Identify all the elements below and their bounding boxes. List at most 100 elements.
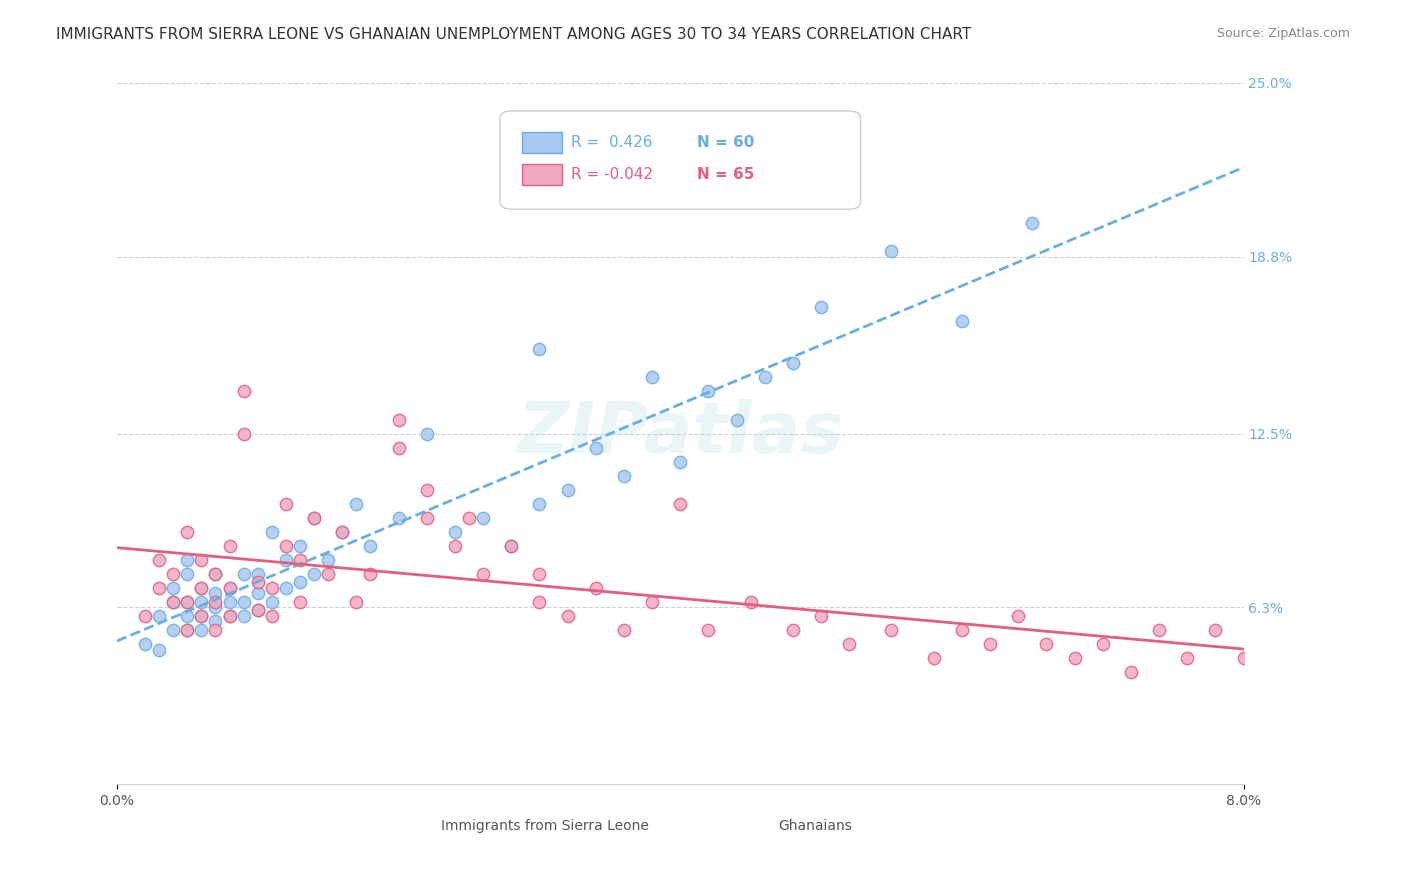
Point [472, 510, 495, 524]
Point [880, 244, 903, 259]
Point [204, 600, 226, 615]
Point [274, 553, 297, 567]
Point [232, 384, 254, 399]
Point [359, 539, 381, 553]
Point [838, 637, 860, 651]
Point [218, 608, 240, 623]
Point [330, 524, 353, 539]
Point [585, 441, 607, 455]
Point [529, 595, 551, 609]
Point [669, 497, 692, 511]
Point [302, 510, 325, 524]
Point [162, 581, 184, 595]
Point [1232, 651, 1254, 665]
Text: R = -0.042: R = -0.042 [571, 167, 652, 182]
Point [387, 441, 409, 455]
Text: Source: ZipAtlas.com: Source: ZipAtlas.com [1216, 27, 1350, 40]
Point [288, 539, 311, 553]
Point [218, 581, 240, 595]
Point [274, 497, 297, 511]
Point [1063, 651, 1085, 665]
Point [415, 510, 437, 524]
Point [148, 608, 170, 623]
Point [810, 301, 832, 315]
Point [288, 575, 311, 590]
Point [1119, 665, 1142, 679]
Point [176, 623, 198, 637]
FancyBboxPatch shape [523, 163, 562, 185]
Point [260, 581, 283, 595]
Point [725, 412, 748, 426]
Point [148, 553, 170, 567]
Point [782, 623, 804, 637]
Point [444, 524, 467, 539]
Point [176, 553, 198, 567]
Point [302, 566, 325, 581]
Point [176, 595, 198, 609]
Point [613, 623, 636, 637]
Point [218, 608, 240, 623]
Point [387, 510, 409, 524]
Point [472, 566, 495, 581]
Point [218, 595, 240, 609]
Point [697, 384, 720, 399]
Point [641, 370, 664, 384]
Point [697, 623, 720, 637]
Point [444, 539, 467, 553]
Point [529, 566, 551, 581]
Point [246, 575, 269, 590]
Point [1091, 637, 1114, 651]
Point [134, 608, 156, 623]
Point [1035, 637, 1057, 651]
Point [288, 595, 311, 609]
Point [344, 595, 367, 609]
Text: ZIPatlas: ZIPatlas [516, 399, 844, 468]
Point [740, 595, 762, 609]
Point [260, 524, 283, 539]
Point [246, 603, 269, 617]
Point [190, 595, 212, 609]
Point [190, 608, 212, 623]
Point [585, 581, 607, 595]
Point [176, 608, 198, 623]
Point [218, 581, 240, 595]
Point [190, 553, 212, 567]
Text: IMMIGRANTS FROM SIERRA LEONE VS GHANAIAN UNEMPLOYMENT AMONG AGES 30 TO 34 YEARS : IMMIGRANTS FROM SIERRA LEONE VS GHANAIAN… [56, 27, 972, 42]
Point [1021, 216, 1043, 230]
Point [204, 586, 226, 600]
Point [950, 623, 973, 637]
Point [344, 497, 367, 511]
Point [260, 595, 283, 609]
Point [204, 615, 226, 629]
FancyBboxPatch shape [523, 132, 562, 153]
Point [274, 581, 297, 595]
Point [204, 566, 226, 581]
Point [260, 608, 283, 623]
Point [162, 623, 184, 637]
Point [669, 455, 692, 469]
Point [613, 468, 636, 483]
FancyBboxPatch shape [703, 819, 737, 837]
Point [458, 510, 481, 524]
Point [176, 566, 198, 581]
Point [950, 314, 973, 328]
Point [134, 637, 156, 651]
Point [162, 595, 184, 609]
Point [529, 343, 551, 357]
Point [501, 539, 523, 553]
Point [641, 595, 664, 609]
Point [232, 426, 254, 441]
Point [922, 651, 945, 665]
Point [529, 497, 551, 511]
Text: N = 65: N = 65 [697, 167, 755, 182]
Text: R =  0.426: R = 0.426 [571, 135, 652, 150]
Point [302, 510, 325, 524]
Point [176, 623, 198, 637]
Point [148, 642, 170, 657]
Point [162, 566, 184, 581]
Point [557, 483, 579, 497]
Point [288, 553, 311, 567]
Point [246, 566, 269, 581]
Point [274, 539, 297, 553]
Point [330, 524, 353, 539]
